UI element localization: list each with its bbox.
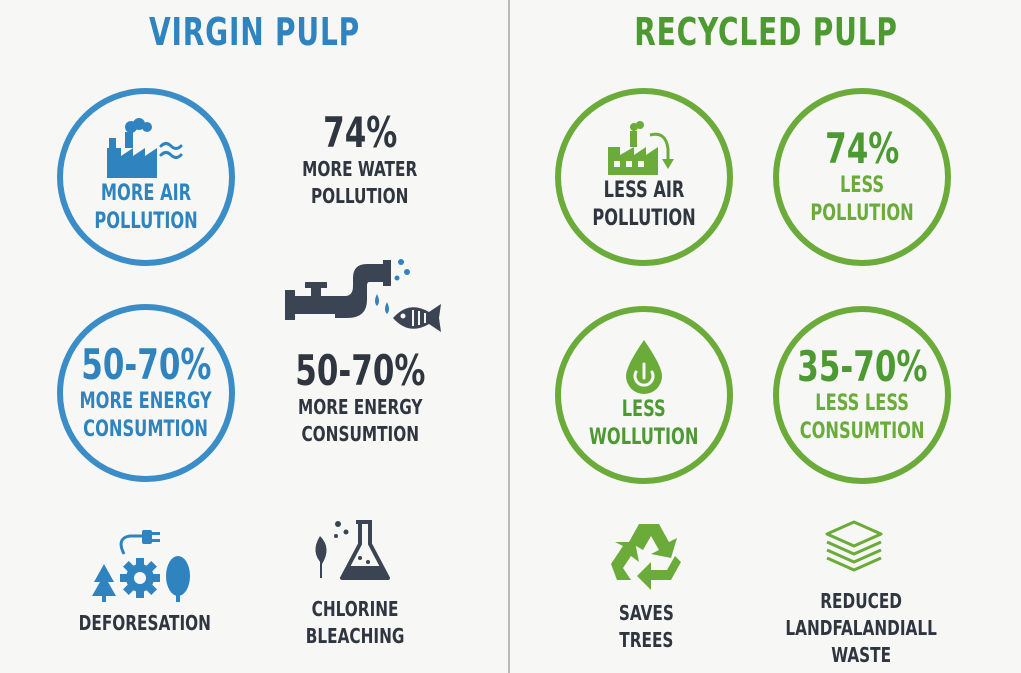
recycled-pulp-title: RECYCLED PULP (634, 10, 898, 54)
panel-divider (508, 0, 510, 673)
chlorine-bleaching-label: CHLORINE BLEACHING (305, 597, 405, 648)
factory-smoke-icon (107, 118, 183, 178)
virgin-air-pollution-label: MORE AIR POLLUTION (94, 181, 198, 234)
pipe-fish-icon (285, 259, 441, 332)
virgin-energy-circle: 50-70% MORE ENERGY CONSUMTION (57, 304, 235, 482)
factory-arrow-icon (608, 121, 674, 175)
deforestation-block: DEFORESATION (60, 610, 230, 637)
recycled-water-circle: LESS WOLLUTION (555, 306, 733, 484)
chlorine-bleaching-block: CHLORINE BLEACHING (270, 596, 440, 650)
virgin-pulp-panel: VIRGIN PULP MORE AIR POLLUTION 74% MORE … (0, 0, 509, 673)
virgin-energy-text-block: 50-70% MORE ENERGY CONSUMTION (265, 348, 455, 448)
virgin-energy-circle-label: MORE ENERGY CONSUMTION (79, 389, 213, 442)
recycled-pulp-panel: RECYCLED PULP LESS AIR POLLUTION 74% LES… (511, 0, 1021, 673)
recycled-energy-circle: 35-70% LESS LESS CONSUMTION (773, 306, 951, 484)
recycle-icon (611, 524, 681, 590)
landfill-waste-block: REDUCED LANDFALANDIALL WASTE (761, 588, 961, 669)
saves-trees-label: SAVES TREES (618, 601, 674, 652)
virgin-water-pollution-value: 74% (322, 108, 398, 157)
flask-leaf-icon (315, 520, 390, 580)
virgin-air-pollution-circle: MORE AIR POLLUTION (57, 88, 235, 266)
virgin-water-pollution-label: MORE WATER POLLUTION (302, 157, 418, 208)
recycled-pollution-circle: 74% LESS POLLUTION (773, 88, 951, 266)
deforestation-label: DEFORESATION (78, 611, 212, 635)
virgin-energy-circle-value: 50-70% (80, 340, 212, 389)
landfill-waste-label: REDUCED LANDFALANDIALL WASTE (785, 589, 937, 667)
paper-stack-icon (825, 520, 883, 572)
virgin-energy-text-label: MORE ENERGY CONSUMTION (297, 395, 423, 446)
virgin-energy-text-value: 50-70% (294, 346, 426, 395)
virgin-pulp-title: VIRGIN PULP (148, 10, 361, 54)
water-drop-power-icon (626, 340, 662, 394)
plug-gear-trees-icon (92, 530, 190, 602)
recycled-pollution-value: 74% (824, 124, 900, 173)
recycled-water-label: LESS WOLLUTION (589, 397, 699, 450)
recycled-energy-label: LESS LESS CONSUMTION (799, 391, 925, 444)
recycled-energy-value: 35-70% (796, 342, 928, 391)
saves-trees-block: SAVES TREES (561, 600, 731, 654)
recycled-air-pollution-circle: LESS AIR POLLUTION (555, 88, 733, 266)
recycled-air-pollution-label: LESS AIR POLLUTION (592, 178, 696, 231)
virgin-water-pollution-block: 74% MORE WATER POLLUTION (270, 110, 450, 210)
recycled-pollution-label: LESS POLLUTION (810, 173, 914, 226)
